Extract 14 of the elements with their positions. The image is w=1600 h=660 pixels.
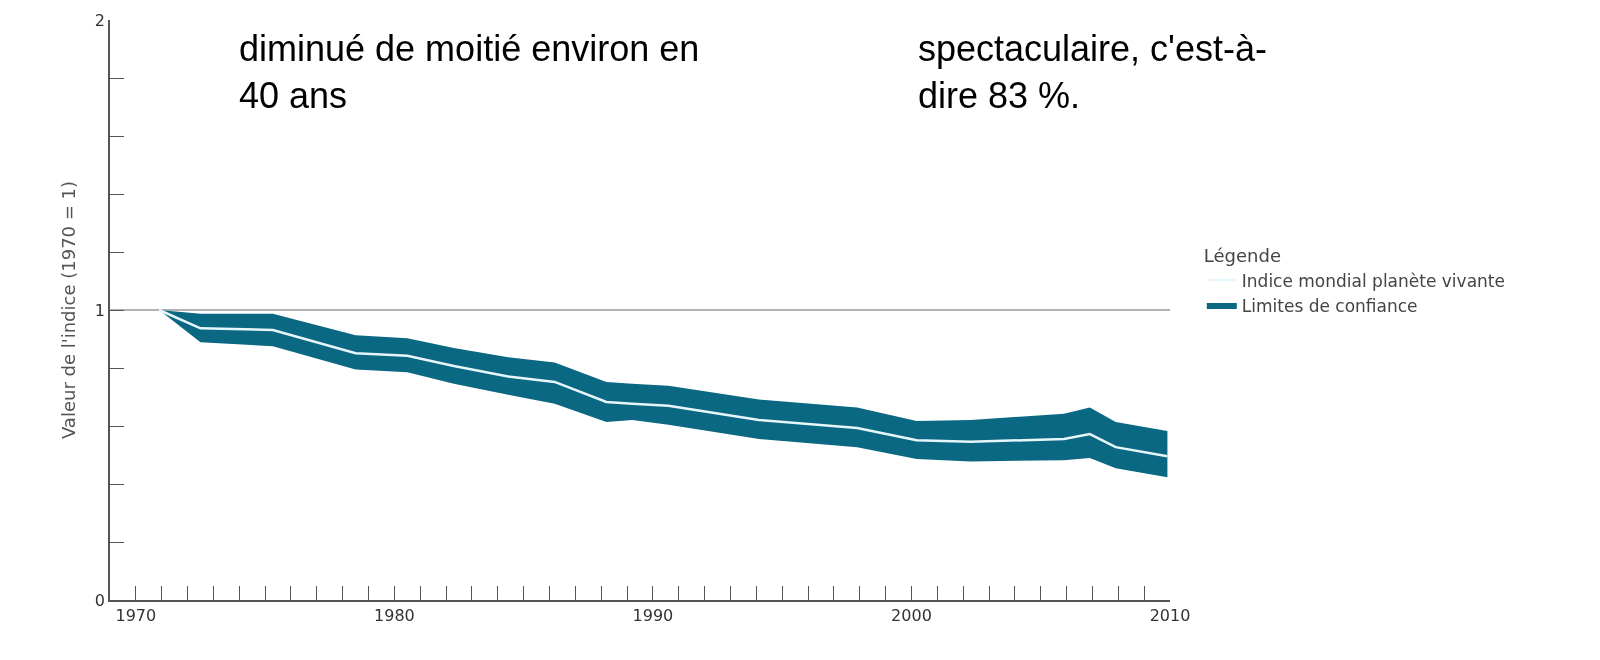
- x-tick-label: 2010: [1149, 605, 1191, 625]
- x-tick-label: 1970: [115, 605, 157, 625]
- y-tick-label: 1: [94, 300, 106, 320]
- legend-title: Légende: [1203, 245, 1281, 267]
- x-tick-label: 1980: [374, 605, 415, 625]
- x-tick-label: 1990: [632, 605, 674, 625]
- annotation: diminué de moitié environ en 40 ans: [239, 28, 700, 116]
- text: Limites de confiance: [1241, 295, 1418, 316]
- annotation: spectaculaire, c'est-à- dire 83 %.: [918, 28, 1268, 116]
- y-axis-title: Valeur de l'indice (1970 = 1): [57, 180, 79, 440]
- legend-label: Indice mondial planète vivante: [1241, 270, 1505, 291]
- y-tick-label: 2: [94, 10, 106, 30]
- y-tick-label: 0: [94, 590, 106, 610]
- x-tick-label: 2000: [891, 605, 932, 625]
